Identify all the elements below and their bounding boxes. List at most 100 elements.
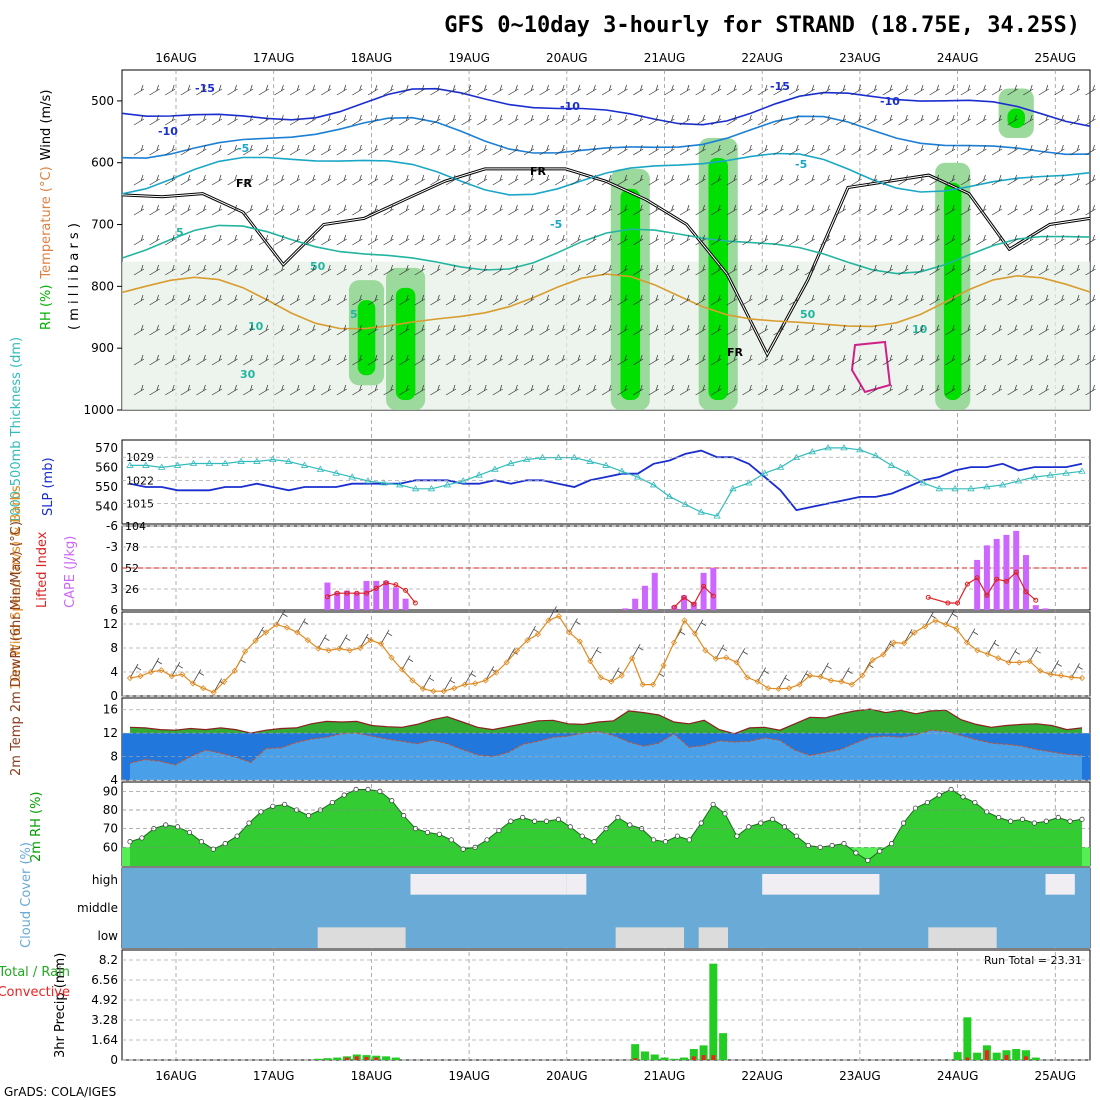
upper-wind-barb [1038, 144, 1049, 156]
thickness-marker [1046, 471, 1054, 478]
upper-wind-barb [867, 264, 878, 276]
rh-marker [1079, 816, 1085, 822]
upper-wind-barb [227, 234, 238, 246]
lifted-index-marker [344, 590, 350, 596]
upper-wind-barb [898, 324, 909, 336]
upper-wind-barb [211, 174, 223, 186]
upper-wind-barb [664, 264, 675, 276]
wind-speed-marker [848, 681, 855, 688]
rh-marker [770, 816, 776, 822]
cape-bar [1003, 534, 1010, 610]
date-label-bottom: 23AUG [839, 1069, 881, 1083]
upper-wind-barb [820, 144, 831, 156]
upper-wind-barb [274, 354, 285, 366]
lifted-index-marker [1033, 597, 1039, 603]
date-label-top: 23AUG [839, 51, 881, 65]
upper-wind-barb [492, 264, 503, 276]
lifted-index-marker [324, 594, 330, 600]
lifted-index-marker [671, 604, 677, 610]
upper-wind-barb [523, 264, 535, 276]
upper-wind-barb [243, 144, 254, 156]
upper-wind-barb [399, 174, 410, 186]
upper-wind-barb [383, 204, 394, 216]
upper-wind-barb [399, 114, 410, 126]
upper-wind-barb [1007, 384, 1018, 396]
upper-wind-barb [1085, 114, 1096, 126]
upper-wind-barb [336, 204, 347, 216]
upper-wind-barb [804, 294, 815, 306]
upper-wind-barb [601, 384, 613, 396]
upper-wind-barb [274, 204, 285, 216]
upper-wind-barb [1038, 174, 1049, 186]
upper-wind-barb [648, 384, 659, 396]
upper-wind-barb [258, 324, 269, 336]
date-label-bottom: 19AUG [448, 1069, 490, 1083]
upper-wind-barb [367, 354, 379, 366]
wind-speed-marker [681, 617, 688, 624]
date-label-bottom: 21AUG [644, 1069, 686, 1083]
upper-wind-barb [851, 384, 862, 396]
upper-wind-barb [461, 384, 472, 396]
surface-wind-barb [987, 639, 1000, 655]
wind-speed-marker [534, 631, 542, 638]
upper-wind-barb [789, 114, 800, 126]
rh-marker [234, 833, 240, 839]
upper-wind-barb [945, 234, 956, 246]
upper-wind-barb [991, 264, 1003, 276]
wind-speed-marker [587, 658, 594, 665]
precip-legend-total: Total / Rain [0, 965, 70, 980]
upper-wind-barb [664, 174, 675, 186]
temp-tick-label: 8 [110, 750, 118, 764]
upper-air-ylabel-part: Wind (m/s) [39, 90, 54, 161]
upper-wind-barb [1007, 294, 1018, 306]
wind-speed-marker [388, 654, 395, 661]
rh-marker [674, 833, 680, 839]
upper-wind-barb [289, 324, 301, 336]
wind-speed-marker [210, 689, 217, 696]
precip-conv-bar [633, 1058, 638, 1060]
precip-ylabel: 3hr Precip (mm) [53, 953, 68, 1058]
upper-wind-barb [555, 204, 566, 216]
rh-marker [627, 822, 633, 828]
upper-wind-barb [617, 384, 628, 396]
upper-wind-barb [555, 174, 566, 186]
precip-total-bar [660, 1057, 669, 1060]
wind-tick-label: 0 [110, 689, 118, 703]
precip-tick-label: 8.2 [99, 953, 118, 967]
contour-label: 10 [912, 323, 928, 336]
upper-wind-barb [742, 174, 753, 186]
thickness-tick-label: 550 [95, 480, 118, 494]
upper-wind-barb [1007, 174, 1018, 186]
upper-wind-barb [133, 84, 145, 96]
upper-wind-barb [960, 174, 971, 186]
upper-wind-barb [523, 114, 535, 126]
cape-bar [632, 598, 639, 610]
thickness-marker [697, 508, 705, 515]
wind-speed-marker [733, 659, 740, 666]
upper-wind-barb [929, 354, 940, 366]
upper-wind-barb [508, 84, 519, 96]
rh-marker [722, 811, 728, 817]
upper-wind-barb [789, 234, 800, 246]
upper-wind-barb [555, 354, 566, 366]
upper-wind-barb [289, 114, 301, 126]
wind-speed-marker [953, 625, 960, 632]
upper-wind-barb [352, 204, 363, 216]
upper-wind-barb [851, 264, 862, 276]
upper-wind-barb [913, 354, 925, 366]
upper-wind-barb [742, 114, 753, 126]
upper-wind-barb [726, 294, 737, 306]
upper-wind-barb [757, 384, 769, 396]
wind-speed-marker [576, 638, 583, 645]
upper-wind-barb [258, 384, 269, 396]
upper-wind-barb [882, 144, 893, 156]
upper-wind-barb [211, 84, 223, 96]
thickness-marker [586, 457, 594, 464]
upper-wind-barb [695, 204, 706, 216]
upper-wind-barb [1023, 204, 1034, 216]
upper-wind-barb [851, 294, 862, 306]
surface-wind-barb [129, 663, 142, 679]
upper-wind-barb [586, 84, 597, 96]
rh-marker [936, 792, 942, 798]
upper-wind-barb [243, 264, 254, 276]
